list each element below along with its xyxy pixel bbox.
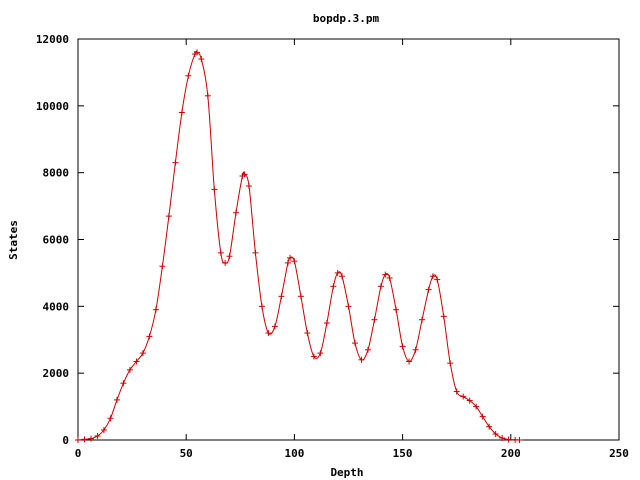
series-markers [75, 49, 523, 443]
y-tick-label: 12000 [36, 33, 69, 46]
data-point-marker [232, 209, 239, 216]
data-point-marker [304, 330, 311, 337]
data-point-marker [460, 393, 467, 400]
data-point-marker [345, 303, 352, 310]
series-line [77, 50, 520, 441]
data-point-marker [358, 356, 365, 363]
data-point-marker [87, 435, 94, 442]
data-point-marker [339, 273, 346, 280]
data-point-marker [399, 343, 406, 350]
data-point-marker [278, 293, 285, 300]
data-point-marker [492, 430, 499, 437]
data-point-marker [211, 186, 218, 193]
data-point-marker [473, 403, 480, 410]
data-point-marker [291, 258, 298, 265]
data-point-marker [252, 249, 259, 256]
data-point-marker [330, 283, 337, 290]
data-point-marker [241, 171, 248, 178]
data-point-marker [364, 346, 371, 353]
data-point-marker [271, 323, 278, 330]
data-point-marker [393, 306, 400, 313]
data-point-marker [447, 360, 454, 367]
y-tick-label: 4000 [43, 300, 70, 313]
data-point-marker [258, 303, 265, 310]
data-point-marker [466, 397, 473, 404]
data-point-marker [406, 358, 413, 365]
data-point-marker [165, 213, 172, 220]
x-tick-label: 200 [501, 447, 521, 460]
data-point-marker [334, 269, 341, 276]
y-tick-label: 2000 [43, 367, 70, 380]
data-point-marker [107, 415, 114, 422]
data-point-marker [419, 316, 426, 323]
data-point-marker [429, 273, 436, 280]
data-point-marker [425, 286, 432, 293]
data-point-marker [198, 56, 205, 63]
data-point-marker [172, 159, 179, 166]
data-point-marker [453, 388, 460, 395]
data-point-marker [159, 263, 166, 270]
data-point-marker [139, 350, 146, 357]
data-point-marker [94, 432, 101, 439]
y-tick-label: 10000 [36, 100, 69, 113]
chart-title: bopdp.3.pm [313, 12, 380, 25]
data-point-marker [434, 276, 441, 283]
data-point-marker [226, 253, 233, 260]
data-point-marker [412, 346, 419, 353]
data-point-marker [265, 330, 272, 337]
data-point-marker [120, 380, 127, 387]
y-tick-label: 8000 [43, 167, 70, 180]
data-point-marker [505, 436, 512, 443]
data-point-marker [217, 249, 224, 256]
data-point-marker [499, 434, 506, 441]
y-axis-label: States [7, 220, 20, 260]
data-point-marker [178, 109, 185, 116]
data-point-marker [113, 396, 120, 403]
x-tick-label: 50 [180, 447, 193, 460]
x-tick-label: 150 [393, 447, 413, 460]
data-point-marker [222, 259, 229, 266]
y-tick-label: 0 [62, 434, 69, 447]
data-point-marker [323, 320, 330, 327]
data-point-marker [382, 271, 389, 278]
data-point-marker [75, 437, 81, 443]
data-point-marker [81, 436, 88, 443]
data-point-marker [486, 423, 493, 430]
data-point-marker [516, 437, 523, 443]
data-point-marker [310, 353, 317, 360]
data-point-marker [287, 254, 294, 261]
data-point-marker [194, 49, 201, 56]
x-tick-label: 250 [609, 447, 629, 460]
data-point-marker [100, 426, 107, 433]
data-point-marker [317, 350, 324, 357]
x-tick-label: 100 [284, 447, 304, 460]
data-point-marker [440, 313, 447, 320]
data-point-marker [377, 283, 384, 290]
data-point-marker [386, 274, 393, 281]
data-point-marker [185, 72, 192, 79]
data-point-marker [133, 358, 140, 365]
plot-frame [77, 38, 620, 441]
x-tick-label: 0 [75, 447, 82, 460]
x-axis: 0 50 100 150 200 250 [75, 39, 629, 460]
data-point-marker [146, 333, 153, 340]
data-point-marker [371, 316, 378, 323]
data-point-marker [126, 366, 133, 373]
data-point-marker [245, 183, 252, 190]
data-point-marker [284, 259, 291, 266]
data-point-marker [479, 413, 486, 420]
data-point-marker [297, 293, 304, 300]
data-point-marker [204, 92, 211, 99]
data-point-marker [351, 340, 358, 347]
y-tick-label: 6000 [43, 234, 70, 247]
x-axis-label: Depth [330, 466, 363, 479]
data-point-marker [152, 306, 159, 313]
